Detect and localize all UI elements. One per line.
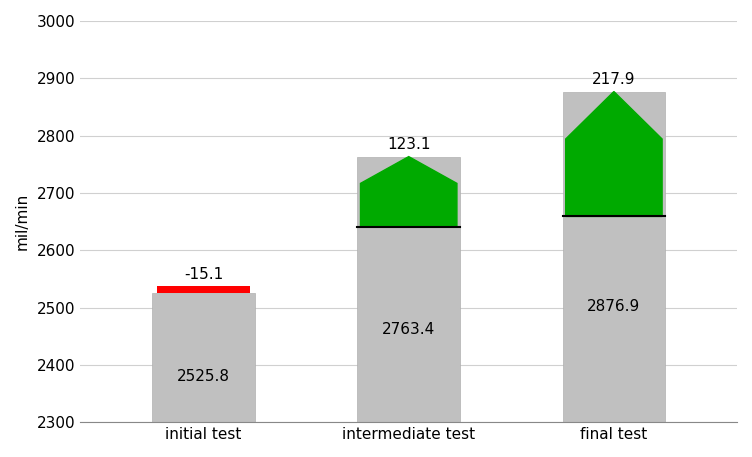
Bar xyxy=(357,157,460,422)
Text: 2876.9: 2876.9 xyxy=(587,299,641,314)
Bar xyxy=(157,286,250,293)
Text: 2763.4: 2763.4 xyxy=(382,322,435,337)
Polygon shape xyxy=(566,91,662,217)
Text: 123.1: 123.1 xyxy=(387,137,430,152)
Bar xyxy=(152,293,255,422)
Y-axis label: mil/min: mil/min xyxy=(15,193,30,250)
Text: 217.9: 217.9 xyxy=(592,72,635,87)
Bar xyxy=(562,91,666,422)
Text: 2525.8: 2525.8 xyxy=(177,369,230,384)
Polygon shape xyxy=(360,157,457,227)
Text: -15.1: -15.1 xyxy=(184,267,223,282)
